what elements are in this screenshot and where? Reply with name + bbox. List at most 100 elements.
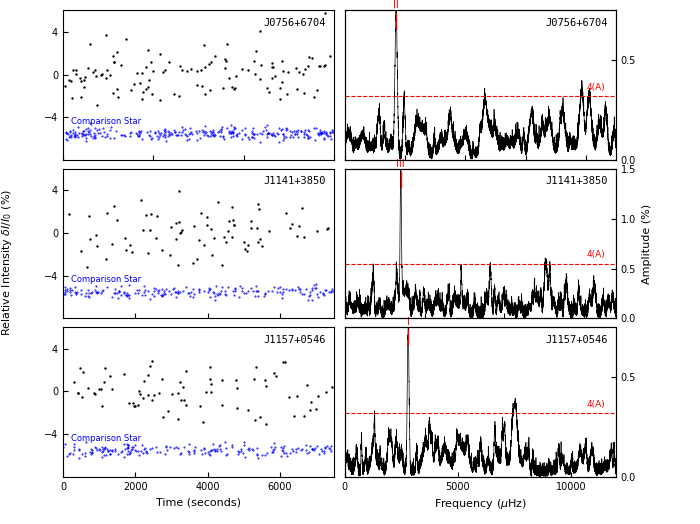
Point: [251, 363, 262, 371]
Point: [181, 400, 192, 409]
Point: [167, 389, 178, 398]
Point: [90, 66, 101, 74]
Point: [148, 391, 159, 399]
Point: [195, 401, 206, 410]
Point: [68, 66, 79, 74]
Point: [191, 81, 202, 90]
Point: [270, 71, 281, 80]
Point: [75, 246, 86, 255]
Point: [239, 245, 251, 253]
Point: [319, 61, 330, 70]
Point: [242, 406, 253, 414]
Point: [245, 224, 256, 232]
Point: [283, 393, 294, 401]
Point: [169, 90, 180, 99]
Point: [174, 62, 186, 70]
Point: [304, 406, 316, 414]
Point: [173, 217, 184, 226]
Point: [279, 358, 290, 366]
Point: [154, 389, 165, 397]
Point: [276, 78, 287, 86]
Text: J1157+0546: J1157+0546: [263, 335, 326, 345]
Point: [281, 90, 293, 99]
Point: [143, 75, 154, 84]
Point: [204, 60, 215, 68]
Y-axis label: Amplitude (%): Amplitude (%): [642, 204, 652, 283]
Point: [146, 57, 157, 66]
Text: J0756+6704: J0756+6704: [545, 18, 608, 28]
Point: [321, 388, 332, 396]
Point: [100, 73, 111, 82]
Point: [206, 58, 217, 66]
Point: [309, 92, 320, 101]
Point: [293, 222, 304, 230]
Point: [126, 248, 137, 257]
Point: [100, 364, 111, 372]
Point: [143, 370, 154, 379]
Point: [291, 232, 302, 241]
Point: [173, 187, 184, 195]
Point: [223, 227, 234, 235]
Point: [291, 84, 302, 93]
Point: [208, 234, 219, 243]
Point: [274, 95, 286, 103]
Point: [91, 101, 102, 110]
Point: [120, 35, 131, 43]
Point: [155, 49, 166, 58]
Point: [111, 216, 122, 224]
Point: [276, 57, 287, 65]
Point: [145, 362, 156, 370]
Point: [209, 52, 220, 60]
Point: [108, 58, 120, 66]
Point: [313, 392, 324, 400]
Text: Comparison Star: Comparison Star: [71, 275, 141, 284]
Point: [76, 77, 87, 85]
Point: [219, 55, 230, 63]
Point: [256, 60, 267, 69]
Point: [90, 231, 101, 239]
Point: [220, 237, 232, 246]
Point: [246, 216, 257, 225]
Point: [79, 73, 90, 81]
Point: [226, 233, 237, 242]
Point: [253, 200, 264, 208]
Point: [90, 72, 101, 80]
Point: [283, 68, 294, 76]
Point: [157, 68, 168, 76]
Point: [251, 47, 262, 56]
Point: [253, 237, 264, 246]
Point: [159, 66, 170, 74]
Point: [104, 372, 116, 380]
Point: [193, 236, 204, 244]
Point: [230, 83, 241, 92]
Point: [174, 229, 186, 237]
Point: [132, 69, 143, 77]
Point: [156, 246, 167, 255]
Point: [300, 64, 311, 73]
Point: [280, 209, 291, 217]
Text: J1141+3850: J1141+3850: [263, 177, 326, 187]
Point: [188, 259, 199, 267]
Point: [94, 384, 105, 392]
Point: [220, 57, 232, 66]
Text: I: I: [407, 318, 410, 328]
Point: [178, 383, 189, 391]
Point: [71, 70, 82, 79]
Point: [128, 80, 139, 88]
Point: [172, 389, 183, 397]
Point: [100, 31, 111, 39]
Point: [78, 83, 90, 92]
Point: [248, 57, 260, 66]
Point: [229, 221, 240, 230]
Point: [274, 84, 286, 92]
Point: [216, 401, 228, 409]
Point: [171, 219, 182, 227]
Text: J0756+6704: J0756+6704: [263, 18, 326, 28]
Point: [74, 364, 85, 372]
Point: [226, 82, 237, 91]
Point: [64, 75, 75, 84]
Point: [312, 226, 323, 235]
Point: [192, 67, 203, 75]
Text: 4(A): 4(A): [587, 250, 606, 259]
Point: [303, 53, 314, 61]
